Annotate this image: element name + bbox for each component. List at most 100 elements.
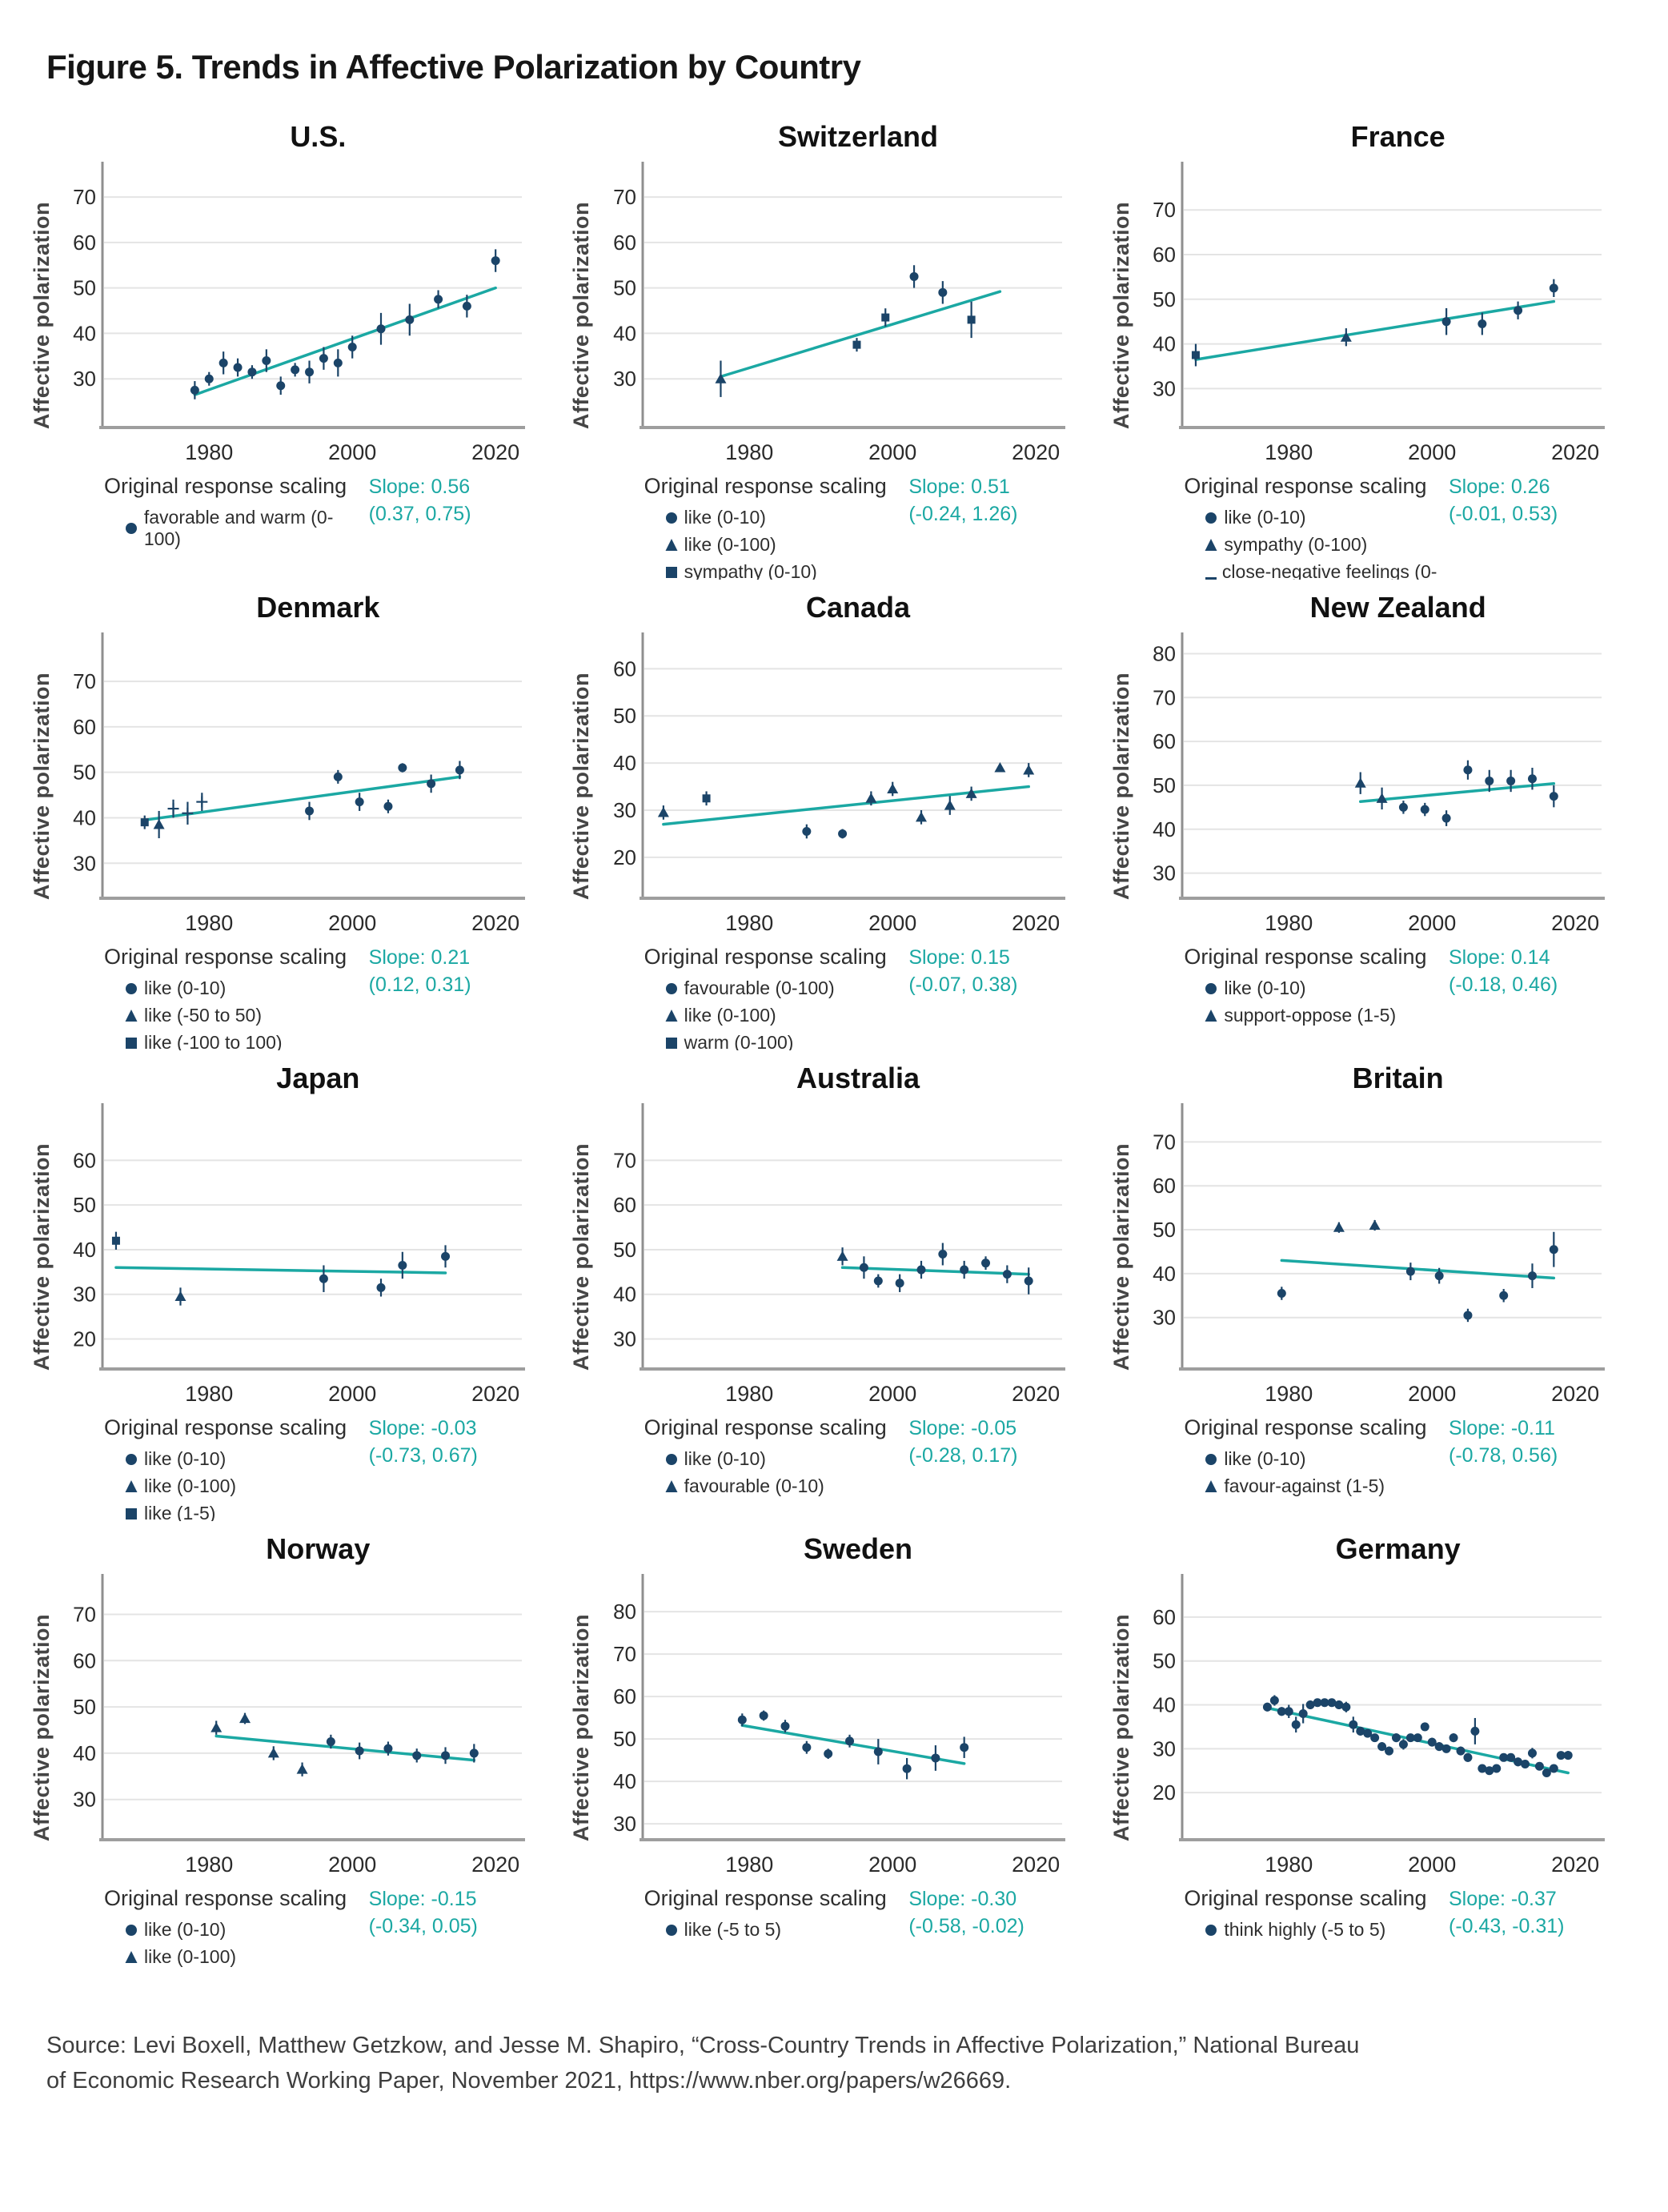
svg-text:30: 30 <box>1153 1736 1176 1760</box>
country-panel: Germany Affective polarization 20 30 40 50 6… <box>1104 1521 1644 1992</box>
svg-text:2000: 2000 <box>328 1853 376 1877</box>
chart-row: Affective polarization 30 40 50 60 70 80 1980 2… <box>564 1571 1105 1885</box>
legend-item-label: sympathy (0-10) <box>684 561 817 580</box>
legend-marker-circle-icon <box>126 1453 137 1465</box>
legend-marker-square-icon <box>665 566 677 578</box>
svg-text:60: 60 <box>613 1684 636 1708</box>
svg-text:50: 50 <box>73 1695 96 1719</box>
panel-title: Australia <box>796 1062 920 1094</box>
svg-text:50: 50 <box>73 276 96 300</box>
legend-header: Original response scaling <box>644 1415 887 1439</box>
svg-text:40: 40 <box>73 805 96 829</box>
svg-text:30: 30 <box>613 1812 636 1836</box>
chart-row: Affective polarization 20 30 40 50 60 1980 200… <box>24 1100 564 1414</box>
scatter-chart: 30 40 50 60 70 1980 2000 2020 <box>613 1103 1065 1406</box>
chart-row: Affective polarization 30 40 50 60 70 1980 200… <box>24 629 564 943</box>
figure-title: Figure 5. Trends in Affective Polarizati… <box>46 48 861 86</box>
y-axis-label: Affective polarization <box>1109 672 1133 901</box>
legend-items: favorable and warm (0-100) <box>125 507 369 550</box>
svg-text:30: 30 <box>1153 861 1176 885</box>
legend-marker-square-icon <box>126 1037 137 1049</box>
legend-marker-triangle-icon <box>665 1009 678 1022</box>
slope-annotation: Slope: 0.14 (-0.18, 0.46) <box>1449 945 1617 999</box>
legend-item-label: like (-100 to 100) <box>144 1032 283 1050</box>
country-panel: Sweden Affective polarization 30 40 50 60 70… <box>564 1521 1105 1992</box>
slope-annotation: Slope: 0.21 (0.12, 0.31) <box>369 945 537 999</box>
panel-title: New Zealand <box>1309 591 1486 624</box>
slope-annotation: Slope: -0.37 (-0.43, -0.31) <box>1449 1886 1617 1941</box>
legend-item: warm (0-100) <box>665 1032 909 1050</box>
country-panel: Britain Affective polarization 30 40 50 60 7… <box>1104 1050 1644 1521</box>
legend-row: Original response scaling like (0-10) lik… <box>564 474 1105 580</box>
legend-row: Original response scaling like (0-10) sym… <box>1104 474 1644 580</box>
legend-item: sympathy (0-10) <box>665 561 909 580</box>
svg-text:30: 30 <box>73 367 96 391</box>
slope-ci: (-0.78, 0.56) <box>1449 1443 1558 1467</box>
legend-block: Original response scaling like (0-10) sup… <box>1184 945 1449 1032</box>
svg-text:70: 70 <box>613 1642 636 1666</box>
slope-annotation: Slope: 0.15 (-0.07, 0.38) <box>908 945 1077 999</box>
legend-item: close-negative feelings (0-100) <box>1205 561 1449 580</box>
svg-text:20: 20 <box>1153 1780 1176 1805</box>
slope-value: Slope: 0.26 <box>1449 476 1550 498</box>
legend-item: like (0-10) <box>665 507 909 528</box>
svg-text:80: 80 <box>613 1600 636 1624</box>
legend-marker-circle-icon <box>1205 982 1217 994</box>
svg-text:2020: 2020 <box>1551 1853 1599 1877</box>
svg-text:50: 50 <box>613 704 636 728</box>
legend-item: like (0-10) <box>125 1448 369 1470</box>
scatter-chart: 30 40 50 60 70 1980 2000 2020 <box>73 1574 525 1877</box>
legend-item-label: favourable (0-100) <box>684 978 835 998</box>
slope-value: Slope: -0.11 <box>1449 1417 1555 1439</box>
svg-text:40: 40 <box>1153 332 1176 356</box>
svg-text:2000: 2000 <box>328 911 376 935</box>
svg-text:40: 40 <box>613 1769 636 1793</box>
svg-text:1980: 1980 <box>185 1382 233 1406</box>
slope-value: Slope: 0.21 <box>368 946 471 969</box>
legend-row: Original response scaling like (0-10) fav… <box>564 1415 1105 1503</box>
legend-marker-triangle-icon <box>125 1009 138 1022</box>
panels-grid: U.S. Affective polarization 30 40 50 60 70 19… <box>24 109 1644 1992</box>
legend-header: Original response scaling <box>1184 1415 1427 1439</box>
panel-title: Canada <box>805 591 911 624</box>
legend-item: sympathy (0-100) <box>1205 534 1449 556</box>
svg-text:70: 70 <box>73 185 96 209</box>
svg-text:2020: 2020 <box>1012 1853 1060 1877</box>
legend-marker-triangle-icon <box>1205 1479 1217 1492</box>
legend-block: Original response scaling like (0-10) lik… <box>104 1886 369 1973</box>
panel-title: Britain <box>1352 1062 1444 1094</box>
legend-item: favorable and warm (0-100) <box>125 507 369 550</box>
legend-item: like (0-100) <box>125 1475 369 1497</box>
svg-text:2020: 2020 <box>471 911 519 935</box>
legend-marker-circle-icon <box>126 523 137 534</box>
legend-row: Original response scaling like (0-10) lik… <box>24 945 564 1050</box>
legend-item-label: like (0-10) <box>1224 978 1306 998</box>
scatter-chart: 30 40 50 60 70 80 1980 2000 2020 <box>1153 632 1606 935</box>
legend-marker-triangle-icon <box>125 1479 138 1492</box>
svg-text:40: 40 <box>73 321 96 345</box>
svg-text:50: 50 <box>1153 773 1176 797</box>
legend-item: like (-50 to 50) <box>125 1005 369 1026</box>
panel-title: France <box>1350 120 1445 153</box>
svg-text:2020: 2020 <box>1012 440 1060 464</box>
legend-items: like (0-10) favourable (0-10) <box>665 1448 909 1497</box>
slope-annotation: Slope: -0.30 (-0.58, -0.02) <box>908 1886 1077 1941</box>
svg-text:2020: 2020 <box>1012 1382 1060 1406</box>
svg-text:60: 60 <box>73 1648 96 1672</box>
svg-text:2000: 2000 <box>868 1382 916 1406</box>
figure-page: Figure 5. Trends in Affective Polarizati… <box>24 48 1644 2094</box>
svg-text:80: 80 <box>1153 641 1176 665</box>
legend-marker-circle-icon <box>665 1453 677 1465</box>
chart-row: Affective polarization 20 30 40 50 60 1980 200… <box>564 629 1105 943</box>
y-axis-label: Affective polarization <box>1109 1613 1133 1842</box>
svg-text:2000: 2000 <box>868 440 916 464</box>
legend-row: Original response scaling favorable and … <box>24 474 564 556</box>
svg-text:50: 50 <box>73 761 96 785</box>
scatter-chart: 20 30 40 50 60 1980 2000 2020 <box>1153 1574 1606 1877</box>
svg-text:2020: 2020 <box>1012 911 1060 935</box>
legend-row: Original response scaling favourable (0-… <box>564 945 1105 1050</box>
svg-text:60: 60 <box>73 1148 96 1172</box>
svg-text:1980: 1980 <box>185 1853 233 1877</box>
svg-text:40: 40 <box>613 1283 636 1307</box>
scatter-chart: 30 40 50 60 70 1980 2000 2020 <box>73 632 525 935</box>
